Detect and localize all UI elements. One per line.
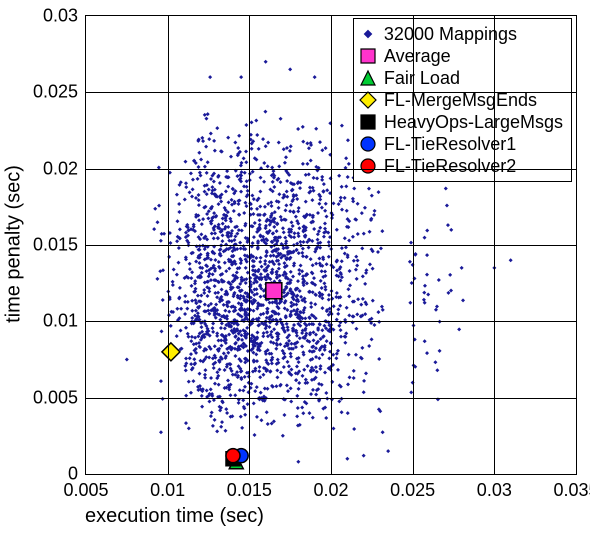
legend-box: 32000 MappingsAverageFair LoadFL-MergeMs… — [353, 18, 572, 182]
marker-fl-tieresolver2 — [226, 449, 240, 463]
y-tick-label: 0.01 — [43, 311, 78, 332]
legend-label: 32000 Mappings — [384, 23, 517, 45]
y-tick-label: 0.02 — [43, 158, 78, 179]
legend-symbol — [358, 156, 378, 176]
legend-entry: 32000 Mappings — [358, 23, 563, 45]
legend-label: Fair Load — [384, 67, 460, 89]
chart-container: 32000 MappingsAverageFair LoadFL-MergeMs… — [0, 0, 590, 545]
y-tick-label: 0.015 — [33, 235, 78, 256]
legend-entry: Fair Load — [358, 67, 563, 89]
y-tick-label: 0.025 — [33, 82, 78, 103]
legend-label: FL-TieResolver2 — [384, 155, 516, 177]
x-tick-label: 0.01 — [150, 480, 185, 501]
legend-symbol — [358, 68, 378, 88]
marker-average — [266, 283, 282, 299]
y-tick-label: 0.005 — [33, 387, 78, 408]
y-tick-label: 0.03 — [43, 6, 78, 27]
legend-entry: Average — [358, 45, 563, 67]
legend-symbol — [358, 24, 378, 44]
legend-label: FL-TieResolver1 — [384, 133, 516, 155]
legend-symbol — [358, 134, 378, 154]
x-tick-label: 0.025 — [390, 480, 435, 501]
y-axis-title: time penalty (sec) — [3, 165, 26, 323]
legend-label: HeavyOps-LargeMsgs — [384, 111, 563, 133]
plot-area: 32000 MappingsAverageFair LoadFL-MergeMs… — [85, 15, 577, 475]
x-tick-label: 0.035 — [553, 480, 590, 501]
legend-entry: FL-TieResolver2 — [358, 155, 563, 177]
x-tick-label: 0.02 — [313, 480, 348, 501]
x-axis-title: execution time (sec) — [85, 505, 575, 528]
marker-fl-mergemsgends — [162, 343, 180, 361]
x-tick-label: 0.03 — [477, 480, 512, 501]
legend-symbol — [358, 112, 378, 132]
legend-entry: FL-TieResolver1 — [358, 133, 563, 155]
legend-symbol — [358, 46, 378, 66]
y-tick-label: 0 — [68, 464, 78, 485]
legend-entry: HeavyOps-LargeMsgs — [358, 111, 563, 133]
legend-label: Average — [384, 45, 451, 67]
x-tick-label: 0.015 — [227, 480, 272, 501]
